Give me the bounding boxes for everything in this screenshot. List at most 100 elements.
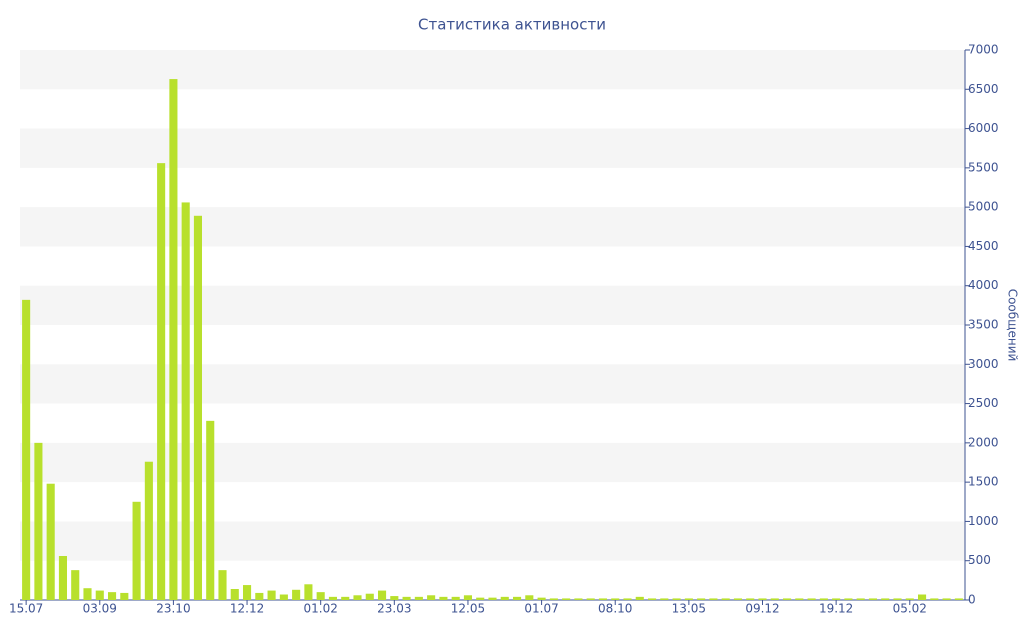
bar <box>83 588 92 600</box>
bar <box>46 483 55 600</box>
y-tick-label: 4500 <box>968 239 999 253</box>
bar <box>856 598 865 600</box>
bar <box>562 598 571 600</box>
bar <box>844 598 853 600</box>
bar <box>71 570 80 600</box>
bar <box>193 215 203 601</box>
bar <box>635 596 644 600</box>
bar <box>304 584 313 600</box>
bar <box>525 595 534 600</box>
bar <box>206 420 215 600</box>
bar <box>942 598 951 600</box>
bar <box>242 585 252 600</box>
bar <box>132 501 141 600</box>
x-tick-label: 01.02 <box>304 602 338 616</box>
bar <box>733 598 743 600</box>
bar <box>930 598 939 600</box>
y-tick-label: 2500 <box>968 396 999 410</box>
bar <box>782 598 792 600</box>
bar <box>512 596 522 600</box>
bar <box>549 598 558 600</box>
bar <box>709 598 718 600</box>
grid-band <box>20 128 965 168</box>
bar <box>500 596 509 600</box>
bar <box>611 598 620 600</box>
x-tick-label: 19.12 <box>819 602 853 616</box>
bar <box>267 590 276 600</box>
y-tick-label: 0 <box>968 593 976 607</box>
bar <box>660 598 669 600</box>
x-tick-label: 05.02 <box>893 602 927 616</box>
bar <box>353 595 362 600</box>
y-tick-label: 4000 <box>968 278 999 292</box>
bar <box>905 598 914 600</box>
bar <box>476 597 485 600</box>
bar <box>807 598 816 600</box>
bar <box>672 598 681 600</box>
bar <box>107 592 117 600</box>
x-tick-label: 09.12 <box>745 602 779 616</box>
bar <box>427 595 436 600</box>
x-tick-label: 23.03 <box>377 602 411 616</box>
y-tick-label: 6500 <box>968 82 999 96</box>
grid-band <box>20 364 965 404</box>
bar <box>169 79 178 601</box>
x-tick-label: 03.09 <box>83 602 117 616</box>
bar <box>341 596 350 600</box>
bar <box>586 598 595 600</box>
y-tick-label: 5500 <box>968 160 999 174</box>
bar <box>647 598 657 600</box>
bar <box>402 596 411 600</box>
x-tick-label: 15.07 <box>9 602 43 616</box>
bar <box>390 596 399 600</box>
bar <box>917 594 927 600</box>
bar <box>893 598 902 600</box>
bar <box>623 598 632 600</box>
bar <box>292 589 301 600</box>
bar <box>144 461 153 600</box>
bar <box>451 596 460 600</box>
bar <box>598 598 608 600</box>
bar <box>34 442 43 600</box>
y-tick-label: 500 <box>968 553 991 567</box>
x-tick-label: 08.10 <box>598 602 632 616</box>
bar <box>819 598 828 600</box>
bar <box>770 598 779 600</box>
bar <box>439 596 448 600</box>
bar <box>377 590 387 600</box>
bar <box>758 598 767 600</box>
bar <box>120 592 129 600</box>
bar <box>58 556 68 600</box>
y-tick-label: 6000 <box>968 121 999 135</box>
grid-band <box>20 50 965 90</box>
bar <box>795 598 804 600</box>
grid-band <box>20 207 965 247</box>
bar <box>316 592 325 600</box>
bar <box>697 598 706 600</box>
x-tick-label: 23.10 <box>156 602 190 616</box>
bar <box>414 596 423 600</box>
bar <box>365 593 374 600</box>
bar <box>255 592 264 600</box>
y-tick-label: 3500 <box>968 318 999 332</box>
grid-band <box>20 442 965 483</box>
y-tick-label: 5000 <box>968 200 999 214</box>
bar <box>279 594 288 600</box>
y-tick-label: 3000 <box>968 357 999 371</box>
bar <box>488 597 497 600</box>
x-tick-label: 13.05 <box>672 602 706 616</box>
bar <box>832 598 841 600</box>
bar <box>537 597 546 600</box>
bar <box>868 598 878 600</box>
bar <box>157 163 166 600</box>
y-tick-label: 1500 <box>968 475 999 489</box>
bar <box>684 598 693 600</box>
bar <box>181 202 190 600</box>
bar <box>954 598 963 600</box>
bar <box>721 598 730 600</box>
bar <box>218 570 227 600</box>
bar <box>463 595 473 600</box>
x-tick-label: 12.05 <box>451 602 485 616</box>
y-axis-title: Сообщений <box>1006 289 1020 362</box>
bar <box>574 598 583 600</box>
